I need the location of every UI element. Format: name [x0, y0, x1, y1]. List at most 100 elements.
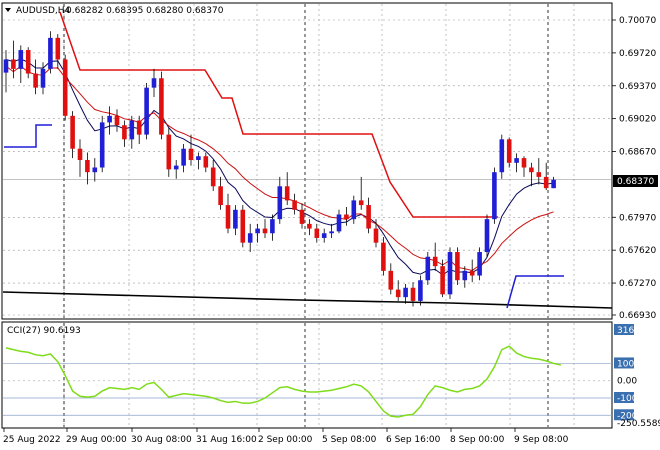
candle	[403, 283, 408, 304]
candle	[425, 252, 431, 285]
cci-tick-box	[614, 391, 634, 403]
candle	[292, 193, 297, 215]
candle	[11, 40, 16, 79]
time-tick-label: 2 Sep 00:00	[258, 435, 313, 445]
cci-line	[5, 345, 562, 418]
symbol-label: AUDUSD,H4	[16, 6, 71, 16]
candle	[233, 205, 238, 236]
candle	[136, 115, 142, 145]
time-tick-label: 25 Aug 2022	[3, 435, 61, 445]
candle	[366, 197, 371, 234]
price-tick-label: 0.70070	[619, 16, 656, 26]
candle	[321, 228, 327, 243]
long-moving-average	[2, 291, 613, 309]
candle	[159, 71, 164, 140]
cci-tick-label: 316.8732	[617, 326, 660, 336]
trailing-stop-blue-2	[506, 275, 564, 309]
price-tick-label: 0.69720	[619, 49, 656, 59]
candle	[418, 275, 423, 306]
candle	[299, 203, 305, 229]
candle	[499, 134, 505, 179]
candle	[462, 266, 468, 288]
current-price-label: 0.68370	[617, 177, 654, 187]
indicator-pane-frame	[1, 321, 613, 429]
time-tick-label: 30 Aug 08:00	[131, 435, 192, 445]
candle	[18, 45, 24, 83]
candle	[218, 176, 223, 210]
candle	[455, 247, 460, 285]
time-tick-label: 6 Sep 16:00	[386, 435, 441, 445]
candle	[225, 193, 231, 234]
ohlc-values: 0.68282 0.68395 0.68280 0.68370	[66, 6, 224, 16]
candle	[543, 162, 549, 191]
candle	[48, 31, 53, 74]
candle	[55, 34, 61, 69]
time-tick-label: 31 Aug 16:00	[196, 435, 257, 445]
trailing-stop-blue-1	[4, 124, 52, 148]
cci-tick-label: 0.00	[617, 377, 637, 387]
candle	[181, 144, 186, 173]
cci-tick-box	[614, 357, 634, 369]
current-price-tag: 0.68370	[613, 175, 658, 187]
dropdown-triangle-icon[interactable]	[5, 8, 11, 12]
candle	[77, 139, 83, 177]
candle	[529, 162, 534, 187]
candle	[358, 176, 364, 210]
candle	[521, 156, 527, 177]
candle	[151, 68, 157, 98]
candle	[114, 109, 120, 132]
trailing-stop-red	[59, 11, 498, 218]
candle	[536, 158, 542, 185]
candle	[3, 50, 9, 93]
candle	[344, 206, 349, 226]
long-moving-average-line	[2, 291, 613, 309]
candle	[440, 259, 445, 298]
candle	[188, 134, 194, 166]
candle	[381, 237, 386, 276]
candle	[329, 223, 334, 238]
candle	[395, 280, 401, 301]
main-pane-frame	[1, 2, 613, 320]
candle	[262, 219, 268, 238]
price-tick-label: 0.69020	[619, 115, 656, 125]
candle	[33, 59, 38, 95]
candle	[388, 263, 394, 295]
candle	[373, 219, 379, 248]
candle	[255, 223, 260, 243]
price-tick-label: 0.69370	[619, 82, 656, 92]
candle	[144, 82, 149, 140]
candlesticks	[3, 31, 556, 307]
cci-tick-label: -250.5589	[617, 419, 660, 429]
cci-tick-label: 100	[617, 359, 634, 369]
candle	[99, 115, 105, 173]
time-tick-label: 5 Sep 08:00	[322, 435, 377, 445]
candle	[284, 172, 290, 206]
candle	[129, 115, 135, 149]
axis-labels: 0.70070 0.69720 0.69370 0.69020 0.68670 0.679…	[3, 16, 660, 445]
time-tick-label: 9 Sep 08:00	[514, 435, 569, 445]
candle	[107, 106, 112, 135]
cci-tick-label: -200	[617, 411, 638, 421]
cci-tick-box	[614, 409, 634, 421]
cci-label: CCI(27) 90.6193	[7, 326, 81, 336]
candle	[506, 137, 512, 168]
candle	[62, 54, 68, 121]
candle	[307, 219, 312, 236]
candle	[166, 128, 172, 177]
trailing-stop-lines	[4, 11, 564, 309]
candle	[447, 247, 453, 300]
candle	[336, 209, 342, 234]
candle	[240, 205, 246, 248]
grid-lines	[3, 4, 612, 427]
candle	[247, 223, 253, 253]
candle	[477, 247, 482, 281]
candle	[85, 152, 90, 185]
candle	[514, 153, 519, 173]
candle	[551, 176, 556, 189]
candle	[92, 158, 98, 182]
candle	[270, 214, 275, 241]
candle	[314, 223, 320, 243]
candle	[351, 195, 357, 224]
candle	[40, 62, 46, 95]
